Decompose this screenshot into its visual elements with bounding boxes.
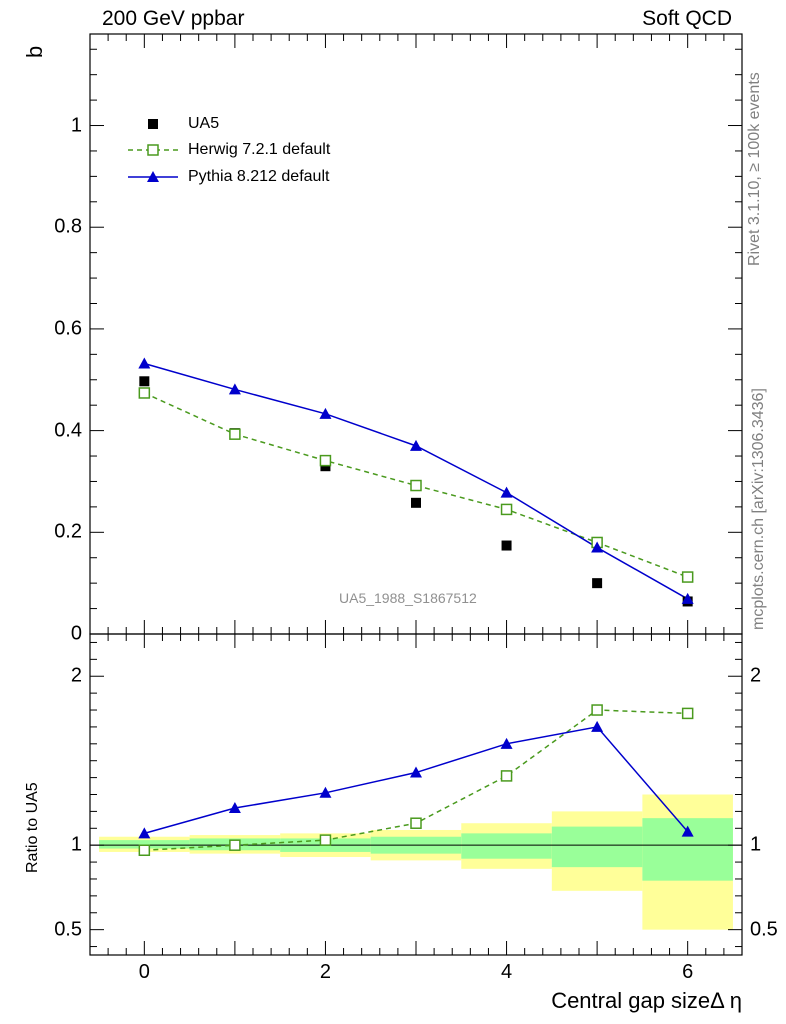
y-tick-label: 0.8: [54, 215, 82, 238]
x-tick-label: 6: [682, 961, 694, 983]
legend-pythia-marker: [147, 171, 159, 182]
ratio-y-tick-label: 1: [70, 833, 82, 856]
y-tick-label: 1: [70, 114, 82, 137]
y-tick-label: 0.2: [54, 520, 82, 543]
legend-entry-label: Herwig 7.2.1 default: [188, 141, 331, 158]
header-right-title: Soft QCD: [642, 7, 732, 30]
ratio-y-tick-label: 0.5: [54, 918, 82, 941]
rivet-version-text: Rivet 3.1.10, ≥ 100k events: [746, 72, 763, 266]
ratio-pythia-point: [138, 827, 151, 839]
ratio-band-inner: [551, 826, 643, 868]
header-left-title: 200 GeV ppbar: [102, 7, 245, 30]
ratio-y-tick-label: 2: [70, 664, 82, 687]
ratio-y-tick-label-right: 2: [750, 664, 762, 687]
y-tick-label: 0.6: [54, 317, 82, 340]
ratio-herwig-point: [591, 704, 603, 716]
legend-entry-label: Pythia 8.212 default: [188, 168, 330, 185]
ua5-data-point: [592, 578, 603, 589]
ratio-herwig-point: [681, 707, 694, 720]
x-axis-label: Central gap sizeΔ η: [551, 988, 742, 1013]
ratio-band-inner: [461, 833, 552, 859]
ratio-herwig-point: [319, 834, 332, 846]
y-tick-label: 0.4: [54, 419, 82, 442]
herwig-point: [138, 387, 151, 399]
ua5-data-point: [411, 497, 421, 508]
data-points: [138, 357, 694, 857]
x-tick-label: 0: [138, 961, 150, 983]
herwig-point: [410, 479, 422, 492]
pythia-point: [681, 592, 694, 604]
x-tick-label: 4: [500, 961, 513, 983]
pythia-point: [319, 407, 332, 419]
legend-ua5-marker: [148, 119, 158, 129]
herwig-point: [681, 571, 694, 583]
herwig-point: [229, 428, 241, 440]
ratio-pythia-point: [591, 720, 604, 732]
legend: [128, 119, 178, 182]
legend-entry-label: UA5: [188, 115, 220, 132]
pythia-point: [138, 357, 151, 369]
ratio-error-bands: [99, 794, 733, 930]
ua5-data-point: [501, 540, 512, 551]
pythia-point: [410, 439, 422, 451]
ratio-band-inner: [99, 840, 190, 849]
y-tick-label: 0: [70, 622, 82, 645]
herwig-point: [319, 454, 332, 467]
mcplots-reference-text: mcplots.cern.ch [arXiv:1306.3436]: [750, 388, 767, 630]
ratio-y-tick-label-right: 1: [750, 833, 762, 856]
ratio-pythia-point: [410, 766, 422, 778]
x-tick-label: 2: [319, 961, 331, 983]
legend-herwig-marker: [147, 144, 159, 156]
ratio-pythia-point: [500, 737, 513, 749]
main-y-axis-label: b: [22, 45, 47, 58]
pythia-point: [591, 541, 604, 553]
watermark-text: UA5_1988_S1867512: [339, 590, 477, 606]
pythia-point: [228, 383, 241, 395]
ratio-pythia-point: [681, 825, 694, 837]
ua5-data-point: [139, 376, 150, 387]
ratio-pythia-point: [228, 802, 241, 814]
ratio-herwig-point: [410, 817, 422, 829]
ratio-y-axis-label: Ratio to UA5: [24, 782, 41, 873]
pythia-point: [500, 486, 513, 498]
ratio-y-tick-label-right: 0.5: [750, 918, 778, 941]
herwig-point: [500, 503, 513, 516]
axis-ticks: [90, 34, 742, 955]
ratio-pythia-point: [319, 786, 332, 798]
ratio-herwig-point: [500, 770, 513, 782]
ratio-herwig-point: [138, 844, 151, 857]
ratio-herwig-point: [229, 839, 241, 851]
